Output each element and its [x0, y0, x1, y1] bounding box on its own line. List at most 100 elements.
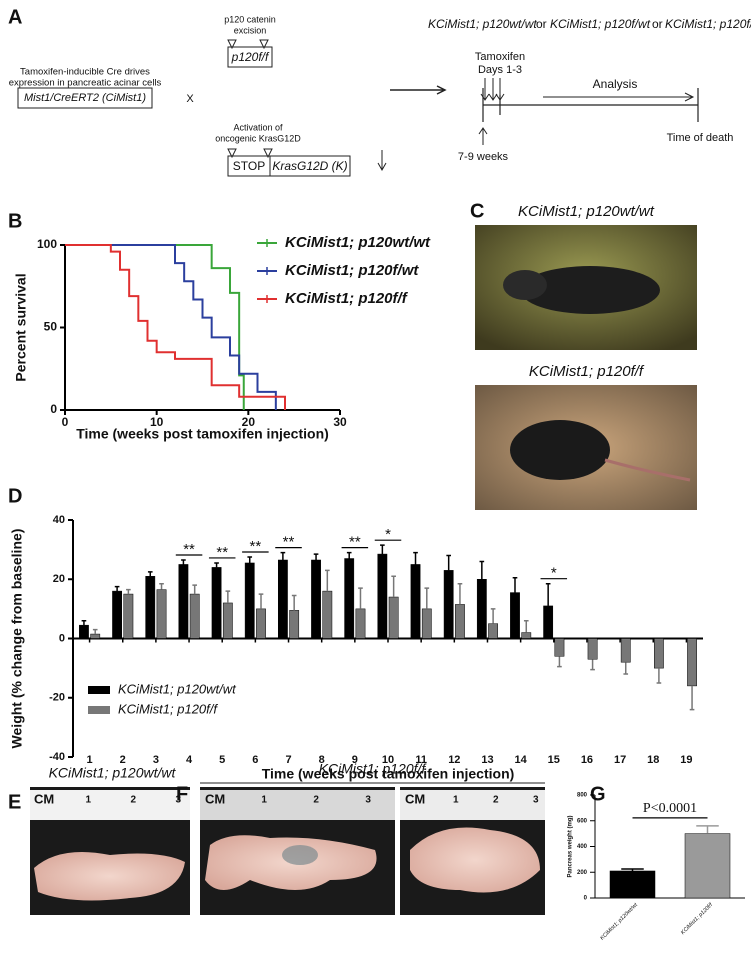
bar — [488, 623, 499, 639]
x-tick-label: 10 — [150, 415, 164, 429]
error-bar — [391, 575, 396, 598]
y-axis-label: Weight (% change from baseline) — [9, 529, 25, 749]
label: STOP — [233, 159, 265, 173]
x-tick-label: 8 — [319, 754, 325, 766]
error-bar — [656, 668, 662, 684]
error-bar — [325, 569, 330, 592]
x-tick-label: 15 — [548, 754, 560, 766]
bar — [289, 610, 300, 639]
error-bar — [621, 868, 644, 871]
panel-letter: F — [176, 783, 188, 805]
survival-line — [65, 244, 277, 410]
ruler-label: CM — [34, 791, 54, 806]
ruler-label: 1 — [261, 795, 267, 806]
bar — [90, 633, 101, 639]
panel-a-diagram — [17, 39, 699, 177]
x-tick-label: 14 — [515, 754, 528, 766]
box — [17, 87, 153, 109]
y-tick-label: 400 — [577, 844, 588, 850]
bar — [620, 638, 631, 663]
tissue-lesion — [282, 845, 318, 865]
label: oncogenic KrasG12D — [215, 133, 301, 143]
bar — [455, 604, 465, 639]
bar — [311, 559, 321, 639]
label: or — [652, 17, 663, 31]
bar — [178, 564, 189, 639]
label: p120f/f — [231, 50, 270, 64]
significance-label: ** — [283, 534, 295, 551]
error-bar — [380, 544, 385, 555]
error-bar — [258, 593, 264, 609]
photo-title: KCiMist1; p120f/f — [319, 761, 428, 777]
y-tick-label: 200 — [577, 870, 588, 876]
x-tick-label: 2 — [120, 754, 126, 766]
x-tick-label: 6 — [252, 754, 258, 766]
error-bar — [159, 582, 164, 590]
mouse — [520, 266, 660, 314]
x-axis-label: Time (weeks post tamoxifen injection) — [76, 426, 329, 442]
label: Mist1/CreERT2 (CiMist1) — [24, 92, 146, 104]
ruler-label: 3 — [365, 795, 371, 806]
bar — [521, 632, 532, 639]
error-bar — [490, 608, 496, 624]
bar — [510, 592, 520, 639]
significance-label: * — [551, 565, 557, 582]
label: Analysis — [593, 77, 638, 91]
label: KCiMist1; p120wt/wt — [428, 17, 537, 31]
significance-label: ** — [250, 538, 262, 555]
photo-title: KCiMist1; p120wt/wt — [49, 765, 177, 781]
ruler-label: 3 — [176, 795, 182, 806]
legend-swatch — [88, 686, 110, 694]
survival-line — [65, 244, 245, 410]
ruler — [200, 790, 395, 820]
error-bar — [192, 584, 198, 595]
bar — [123, 593, 134, 639]
error-bar — [457, 582, 463, 605]
error-bar — [92, 628, 98, 635]
error-bar — [424, 587, 430, 609]
label: Tamoxifen-inducible Cre drives — [20, 67, 150, 78]
bar — [554, 638, 565, 657]
arrow — [377, 150, 387, 172]
label: p120 catenin — [224, 14, 276, 24]
x-tick-label: KCiMist1; p120wt/wt — [599, 902, 639, 942]
x-tick-label: 19 — [680, 754, 692, 766]
x-tick-label: 4 — [186, 754, 193, 766]
survival-line — [65, 244, 286, 410]
label: Activation of — [233, 122, 283, 132]
bar — [211, 567, 222, 639]
error-bar — [623, 662, 629, 675]
error-bar — [291, 594, 297, 611]
legend-label: KCiMist1; p120f/f — [118, 701, 218, 716]
bar — [222, 602, 233, 639]
x-tick-label: KCiMist1; p120f/f — [680, 902, 714, 936]
y-tick-label: 100 — [37, 237, 57, 251]
panel-letter: G — [590, 783, 606, 805]
arrow — [390, 85, 447, 95]
ruler-label: 1 — [86, 795, 92, 806]
bar — [543, 605, 554, 639]
panel-letter: D — [8, 485, 22, 507]
x-tick-label: 3 — [153, 754, 159, 766]
ruler-label: 1 — [453, 795, 459, 806]
mouse-tail — [604, 458, 691, 482]
bar — [388, 596, 399, 639]
bar — [79, 624, 89, 639]
error-bar — [479, 560, 485, 580]
ruler-label: 3 — [533, 795, 539, 806]
bar — [156, 589, 167, 639]
bar — [322, 590, 333, 639]
error-bar — [181, 559, 186, 565]
y-tick-label: 20 — [53, 573, 65, 585]
y-tick-label: 40 — [53, 514, 65, 526]
bar — [609, 870, 656, 899]
bar — [443, 570, 454, 639]
y-tick-label: 0 — [50, 402, 57, 416]
x-tick-label: 30 — [333, 415, 347, 429]
error-bar — [280, 551, 286, 560]
timeline — [482, 88, 699, 122]
error-bar — [512, 577, 518, 593]
bar — [687, 638, 697, 687]
